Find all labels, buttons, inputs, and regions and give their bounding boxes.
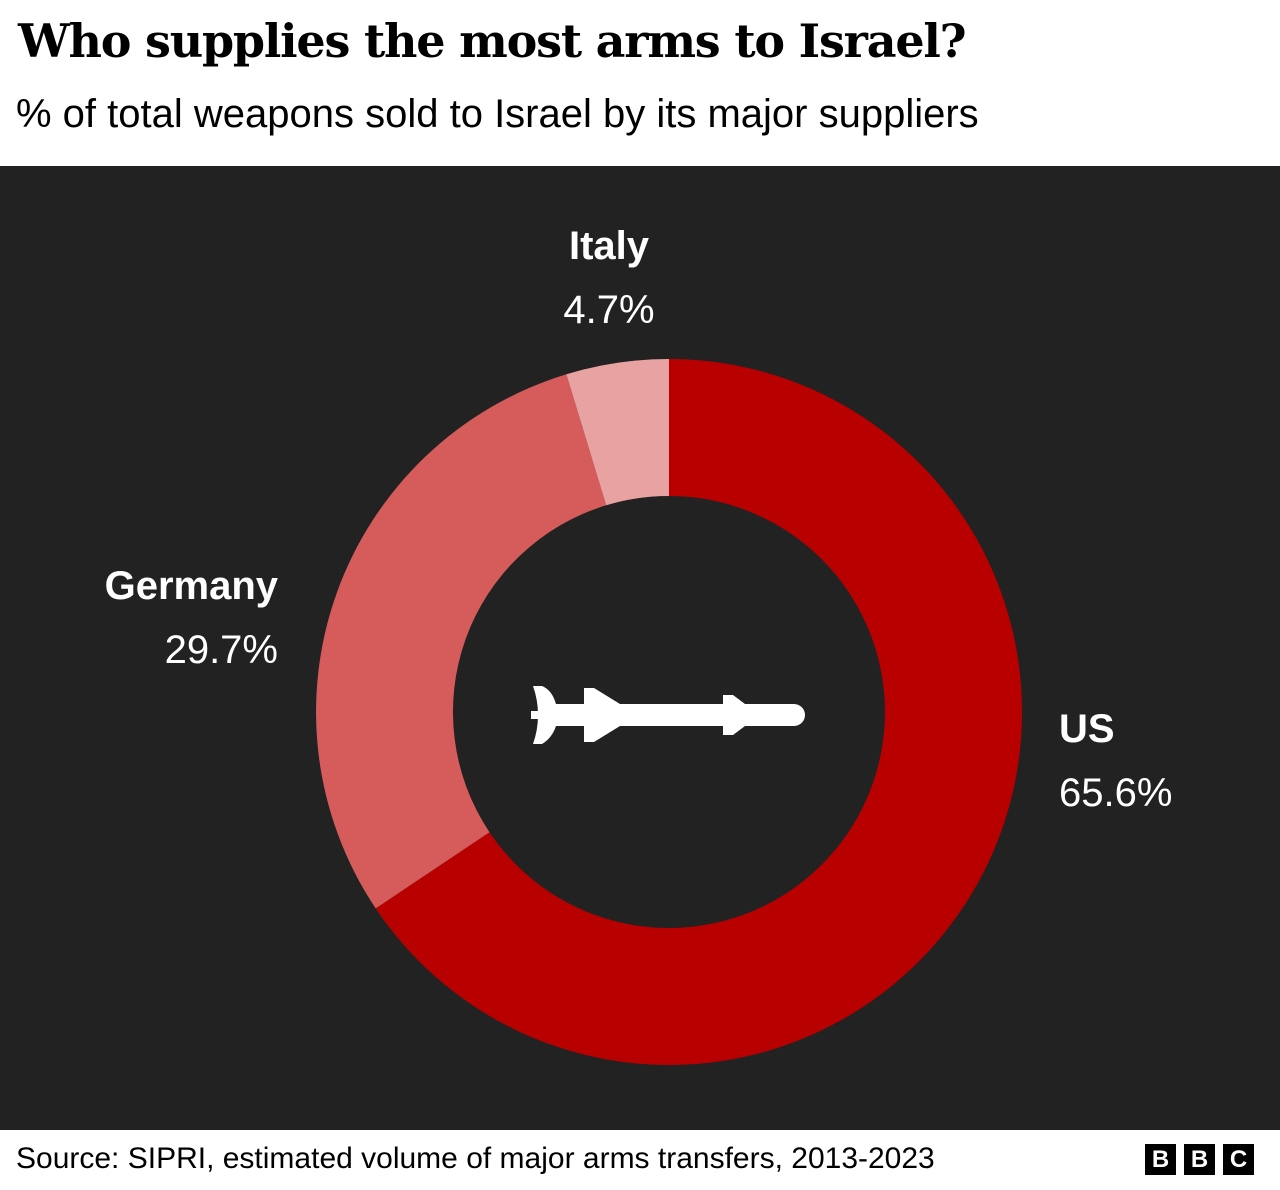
chart-title: Who supplies the most arms to Israel? [18,14,967,68]
missile-icon [531,686,805,744]
label-italy-name: Italy [568,224,650,268]
label-germany-value: 29.7% [164,628,278,672]
bbc-logo-block: C [1223,1144,1254,1175]
label-germany: Germany 29.7% [60,563,278,673]
chart-footer: Source: SIPRI, estimated volume of major… [0,1130,1280,1190]
label-us: US 65.6% [1059,706,1172,816]
bbc-logo-block: B [1184,1144,1215,1175]
source-note: Source: SIPRI, estimated volume of major… [16,1142,935,1175]
label-italy: Italy 4.7% [549,223,669,333]
label-us-name: US [1059,707,1115,751]
label-us-value: 65.6% [1059,771,1173,815]
chart-header: Who supplies the most arms to Israel? % … [0,0,1280,166]
bbc-logo: B B C [1145,1144,1254,1175]
bbc-logo-block: B [1145,1144,1176,1175]
label-germany-name: Germany [104,564,278,608]
slice-germany [316,374,607,909]
slice-us [375,358,1023,1065]
chart-subtitle: % of total weapons sold to Israel by its… [16,92,979,136]
donut-chart [316,358,1023,1065]
label-italy-value: 4.7% [563,288,655,332]
chart-panel: Italy 4.7% Germany 29.7% US 65.6% [0,166,1280,1130]
slice-italy [566,359,669,506]
